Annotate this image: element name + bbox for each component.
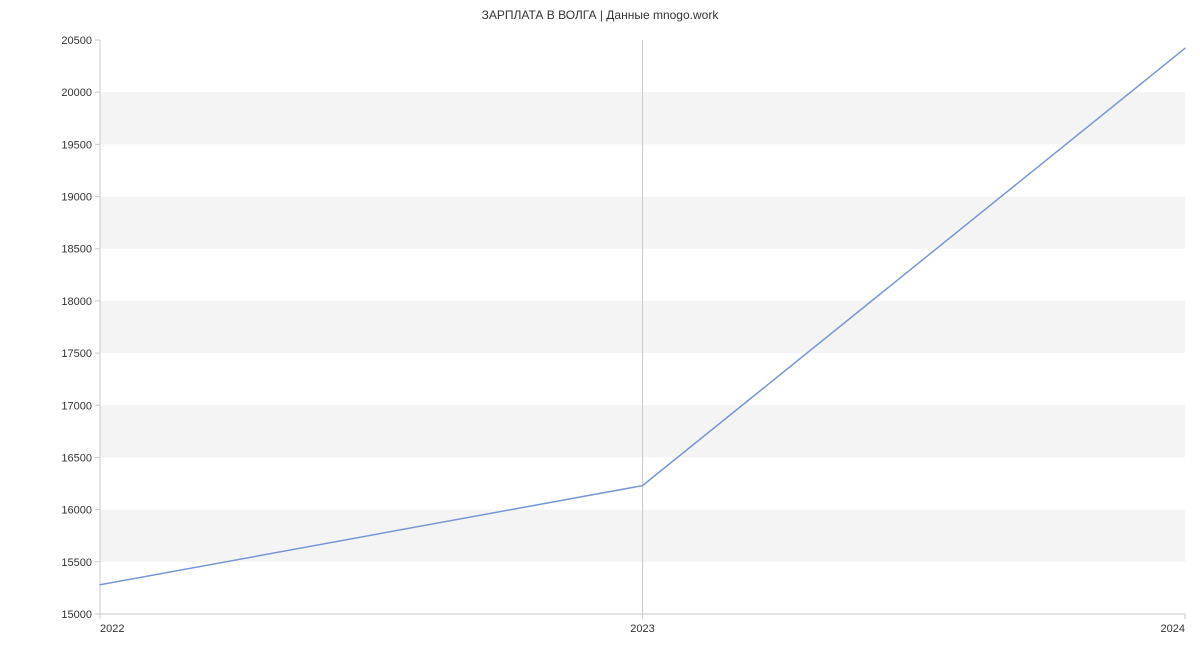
chart-title: ЗАРПЛАТА В ВОЛГА | Данные mnogo.work	[0, 8, 1200, 22]
chart-svg: 15000 15500 16000 16500 17000 17500 18000 18500…	[0, 0, 1200, 650]
y-tick-label: 19500	[61, 139, 92, 151]
x-tick-label: 2024	[1161, 623, 1185, 635]
y-tick-label: 16000	[61, 505, 92, 517]
y-tick-label: 16500	[61, 452, 92, 464]
y-tick-label: 15500	[61, 557, 92, 569]
y-tick-label: 19000	[61, 192, 92, 204]
y-tick-label: 18000	[61, 296, 92, 308]
y-tick-label: 20000	[61, 87, 92, 99]
y-tick-label: 18500	[61, 244, 92, 256]
x-tick-label: 2022	[100, 623, 124, 635]
salary-line-chart: ЗАРПЛАТА В ВОЛГА | Данные mnogo.work 150…	[0, 0, 1200, 650]
y-tick-label: 15000	[61, 609, 92, 621]
x-tick-label: 2023	[630, 623, 654, 635]
y-tick-label: 17500	[61, 348, 92, 360]
y-tick-label: 20500	[61, 35, 92, 47]
y-tick-label: 17000	[61, 400, 92, 412]
